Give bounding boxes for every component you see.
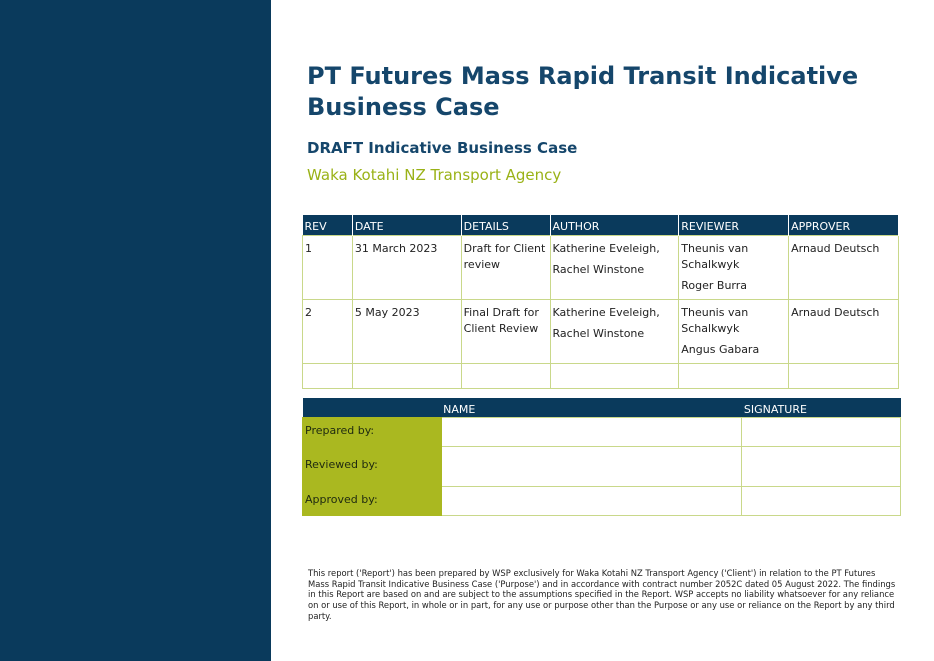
- reviewer-cell: Theunis van Schalkwyk Angus Gabara: [678, 299, 790, 364]
- signature-row-approved: Approved by:: [302, 486, 901, 516]
- details-cell: Final Draft for Client Review: [460, 299, 551, 364]
- table-row: 1 31 March 2023 Draft for Client review …: [302, 235, 899, 300]
- approver-cell: Arnaud Deutsch: [788, 235, 899, 300]
- details-cell: Draft for Client review: [460, 235, 551, 300]
- revision-header-row: REV DATE DETAILS AUTHOR REVIEWER APPROVE…: [302, 215, 899, 236]
- date-cell: 5 May 2023: [351, 299, 462, 364]
- reviewed-by-signature-field[interactable]: [741, 446, 901, 487]
- header-rev: REV: [302, 215, 353, 236]
- author-cell: Katherine Eveleigh, Rachel Winstone: [549, 299, 680, 364]
- author-name: Katherine Eveleigh,: [552, 306, 660, 319]
- table-row: 2 5 May 2023 Final Draft for Client Revi…: [302, 299, 899, 364]
- header-blank: [302, 398, 442, 418]
- signature-header-row: NAME SIGNATURE: [302, 398, 901, 418]
- approved-by-signature-field[interactable]: [741, 486, 901, 516]
- cover-sidebar: [0, 0, 271, 661]
- header-reviewer: REVIEWER: [678, 215, 790, 236]
- reviewed-by-name-field[interactable]: [440, 446, 743, 487]
- author-name: Rachel Winstone: [552, 327, 645, 340]
- reviewer-name: Roger Burra: [681, 279, 748, 292]
- author-name: Katherine Eveleigh,: [552, 242, 660, 255]
- document-subtitle: DRAFT Indicative Business Case: [307, 139, 578, 157]
- reviewer-cell: Theunis van Schalkwyk Roger Burra: [678, 235, 790, 300]
- revision-table: REV DATE DETAILS AUTHOR REVIEWER APPROVE…: [302, 215, 899, 389]
- rev-cell: 2: [302, 299, 353, 364]
- approver-cell: Arnaud Deutsch: [788, 299, 899, 364]
- date-cell: 31 March 2023: [351, 235, 462, 300]
- header-approver: APPROVER: [788, 215, 899, 236]
- table-row-empty: [302, 363, 899, 389]
- author-cell: Katherine Eveleigh, Rachel Winstone: [549, 235, 680, 300]
- prepared-by-name-field[interactable]: [440, 417, 743, 447]
- reviewer-name: Theunis van Schalkwyk: [681, 242, 749, 271]
- rev-cell: 1: [302, 235, 353, 300]
- signature-row-prepared: Prepared by:: [302, 417, 901, 447]
- reviewed-by-label: Reviewed by:: [302, 446, 442, 487]
- header-author: AUTHOR: [550, 215, 680, 236]
- header-name: NAME: [441, 398, 742, 418]
- prepared-by-label: Prepared by:: [302, 417, 442, 447]
- author-name: Rachel Winstone: [552, 263, 645, 276]
- prepared-by-signature-field[interactable]: [741, 417, 901, 447]
- approved-by-label: Approved by:: [302, 486, 442, 516]
- reviewer-name: Theunis van Schalkwyk: [681, 306, 749, 335]
- disclaimer-text: This report ('Report') has been prepared…: [308, 568, 896, 621]
- header-details: DETAILS: [461, 215, 551, 236]
- reviewer-name: Angus Gabara: [681, 343, 760, 356]
- header-signature: SIGNATURE: [741, 398, 901, 418]
- signature-row-reviewed: Reviewed by:: [302, 446, 901, 487]
- client-name: Waka Kotahi NZ Transport Agency: [307, 166, 562, 184]
- signature-table: NAME SIGNATURE Prepared by: Reviewed by:…: [302, 398, 901, 516]
- approved-by-name-field[interactable]: [440, 486, 743, 516]
- header-date: DATE: [352, 215, 462, 236]
- document-title: PT Futures Mass Rapid Transit Indicative…: [307, 62, 859, 121]
